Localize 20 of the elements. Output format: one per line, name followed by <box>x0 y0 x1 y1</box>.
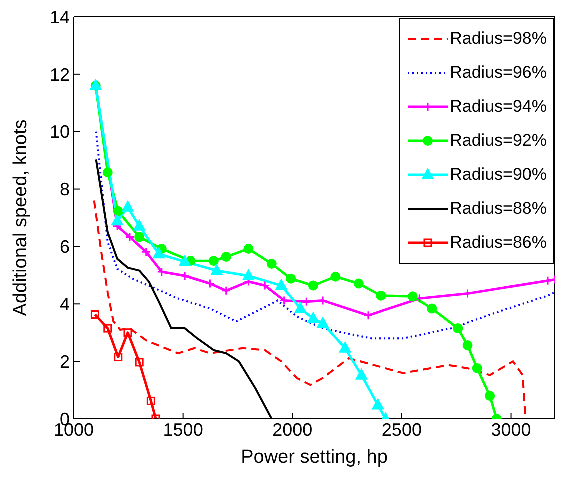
y-tick-label: 14 <box>50 7 70 28</box>
x-tick-label: 2000 <box>272 420 313 440</box>
legend-label: Radius=90% <box>450 165 547 185</box>
y-axis-title: Additional speed, knots <box>10 120 32 316</box>
y-tick-label: 2 <box>60 352 70 372</box>
legend-label: Radius=86% <box>450 233 547 253</box>
x-axis-title: Power setting, hp <box>241 447 388 468</box>
legend-label: Radius=94% <box>450 97 547 117</box>
x-tick-label: 1500 <box>163 420 204 440</box>
y-tick-label: 4 <box>60 294 70 315</box>
legend-label: Radius=96% <box>450 63 547 83</box>
y-tick-label: 6 <box>60 237 70 258</box>
x-tick-label: 2500 <box>382 420 422 440</box>
y-tick-label: 12 <box>50 64 70 85</box>
legend-label: Radius=88% <box>450 199 547 219</box>
legend-label: Radius=98% <box>450 29 547 49</box>
y-tick-label: 8 <box>60 180 70 200</box>
x-tick-label: 3000 <box>491 420 532 440</box>
legend-label: Radius=92% <box>450 131 547 151</box>
y-tick-label: 10 <box>50 122 70 142</box>
